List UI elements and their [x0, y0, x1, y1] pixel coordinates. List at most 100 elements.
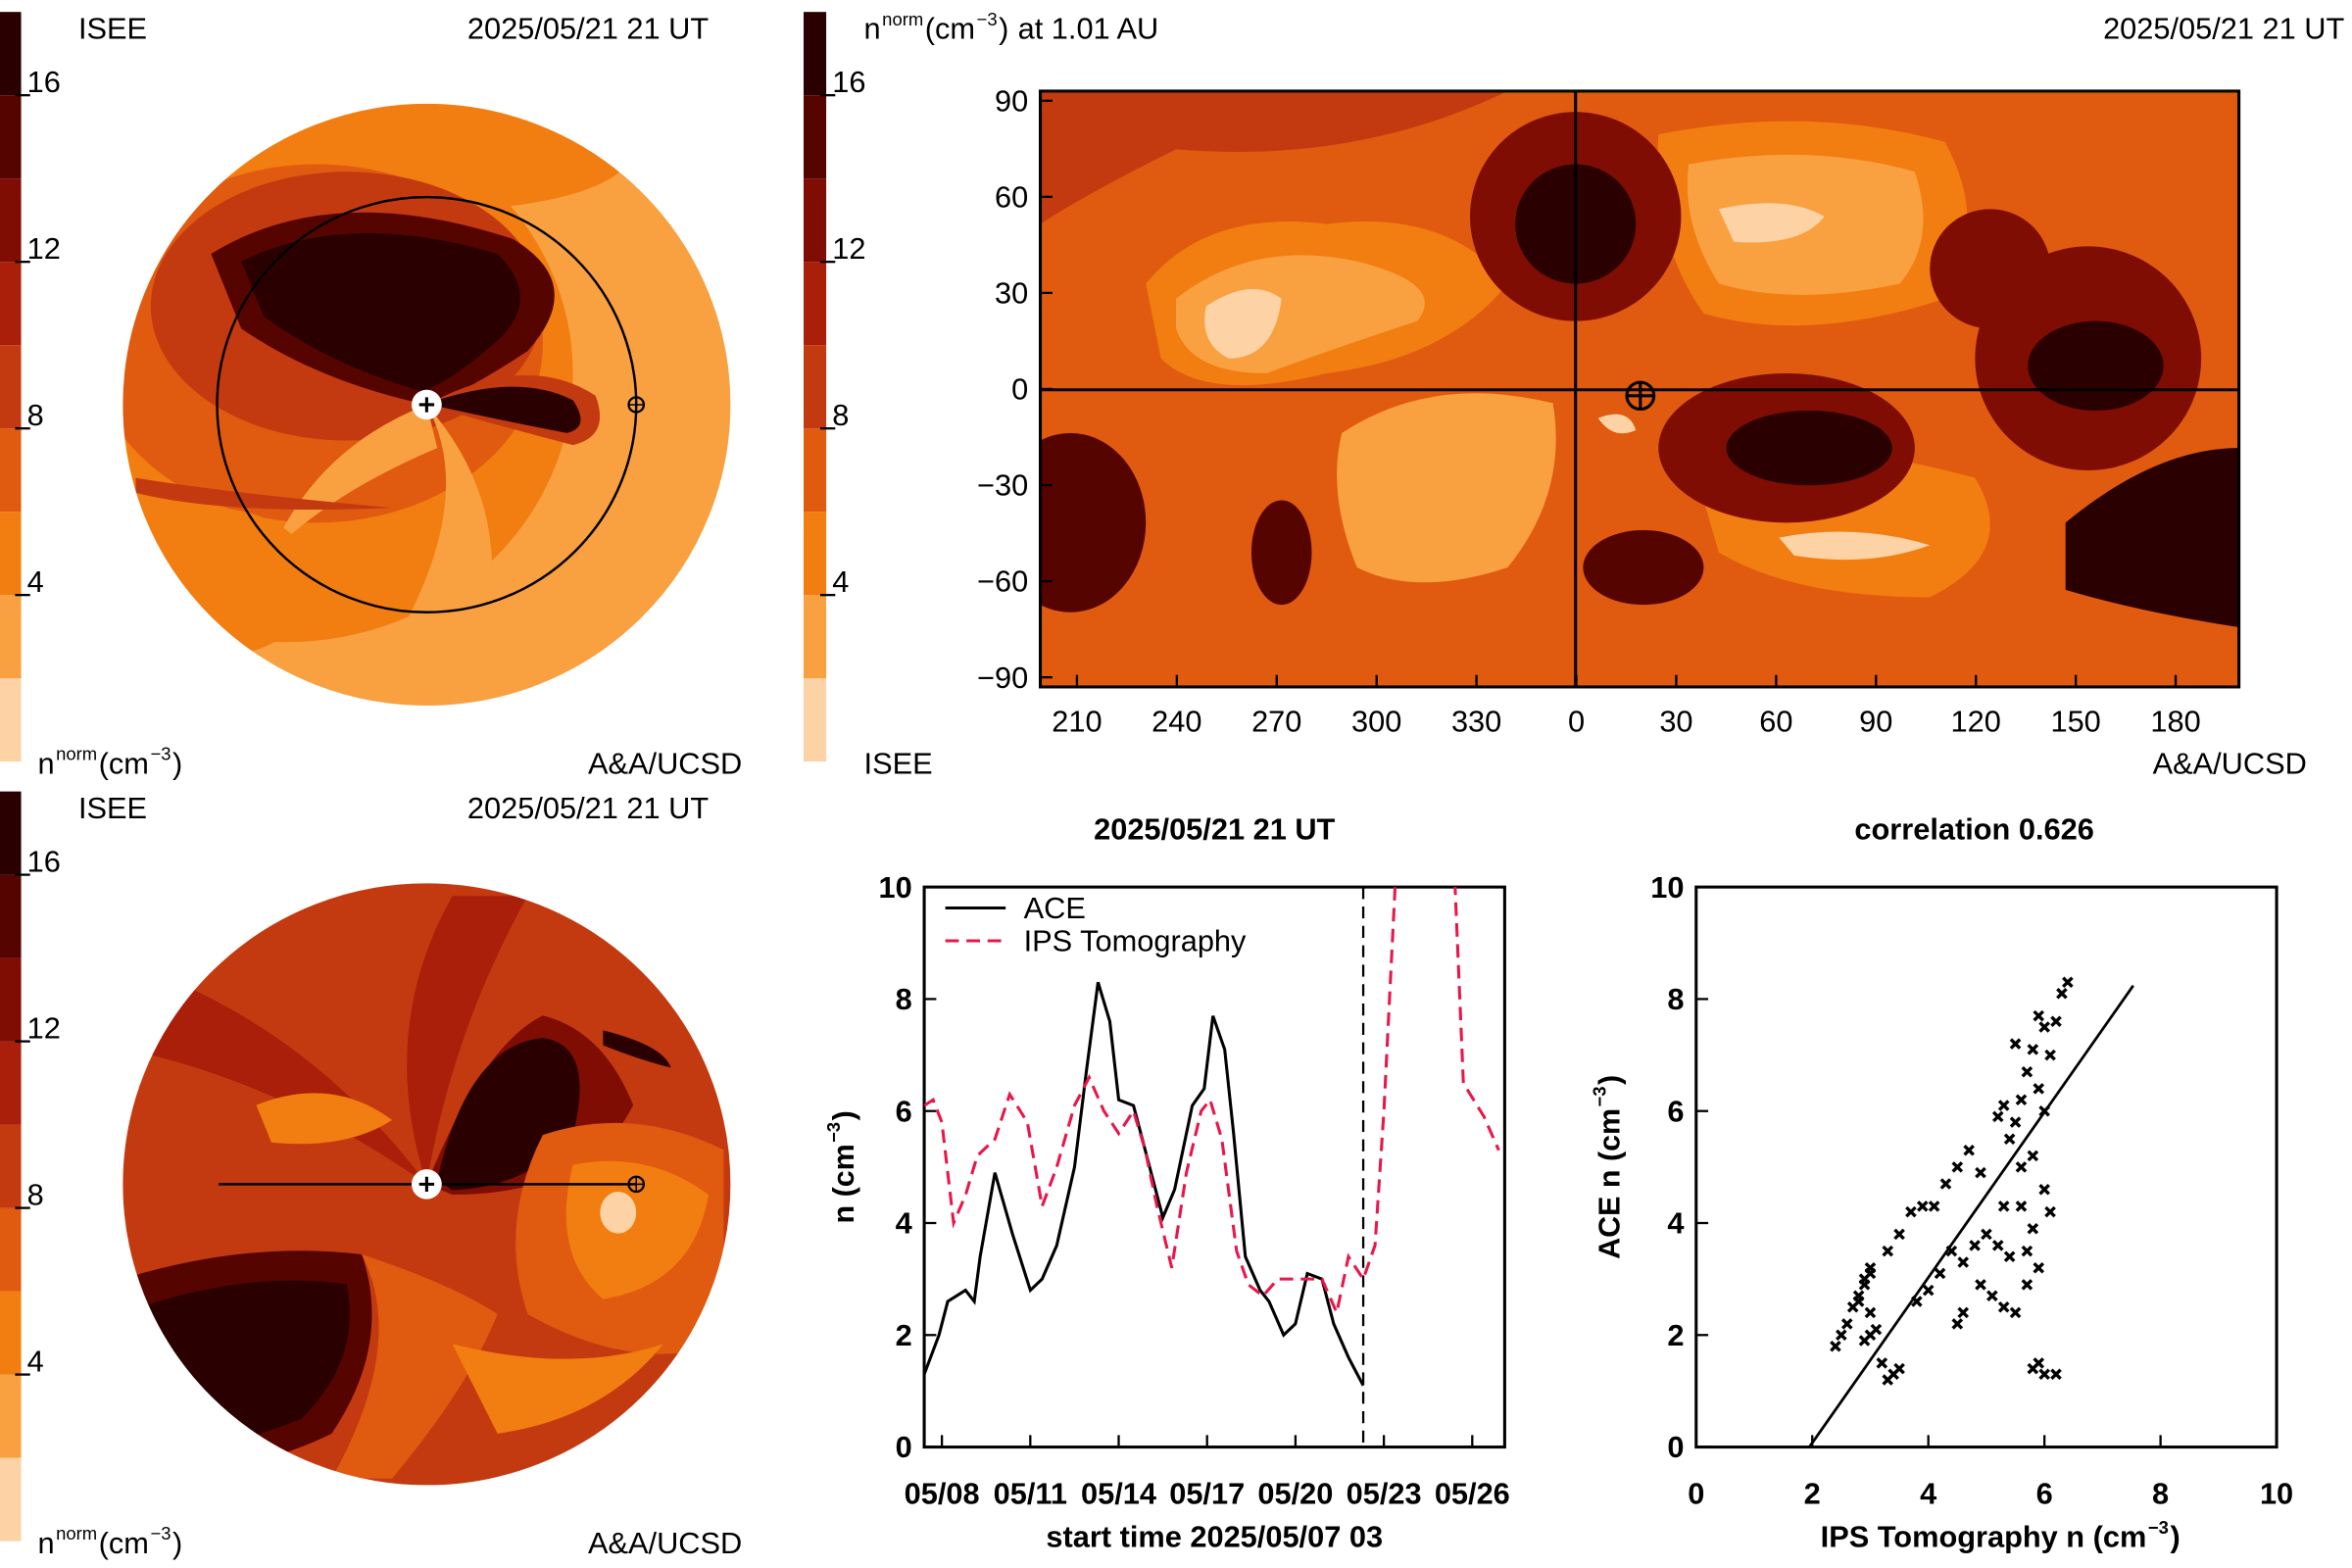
source-label: ISEE	[864, 747, 933, 780]
series-line	[924, 981, 1365, 1387]
y-tick-label: 4	[896, 1207, 912, 1241]
colorbar-label-part: )	[172, 1527, 182, 1560]
colorbar-band	[0, 428, 22, 513]
scatter-point	[1934, 1267, 1946, 1280]
scatter-point	[2038, 1368, 2050, 1381]
colorbar-band	[804, 95, 827, 179]
colorbar-label: n norm(cm −3)	[37, 1523, 182, 1560]
scatter-point	[2050, 1015, 2062, 1028]
scatter-point	[1981, 1228, 1992, 1241]
sun	[412, 389, 442, 420]
x-tick-label: 300	[1351, 706, 1401, 739]
y-tick-label: 2	[1667, 1319, 1684, 1352]
colorbar-tick-label: 16	[27, 66, 61, 99]
fit-line	[1808, 984, 2134, 1448]
colorbar-tick-label: 12	[27, 1012, 61, 1046]
x-axis-label: IPS Tomography n (cm −3)	[1821, 1517, 2180, 1554]
y-tick-label: 6	[1667, 1096, 1684, 1129]
scatter-point	[2003, 1250, 2016, 1263]
scatter-point	[1916, 1200, 1929, 1212]
scatter-point	[1951, 1161, 1964, 1173]
colorbar-band	[804, 428, 827, 513]
legend-label: IPS Tomography	[1024, 925, 1248, 958]
map-title: n norm(cm −3) at 1.01 AU	[864, 9, 1159, 46]
scatter-point	[2027, 1222, 2039, 1235]
source-label: ISEE	[78, 13, 147, 46]
y-tick-label: 10	[1650, 871, 1684, 905]
y-tick-label: 60	[995, 181, 1028, 215]
scatter-point	[1858, 1335, 1871, 1347]
x-tick-label: 270	[1251, 706, 1301, 739]
disk-contours	[122, 103, 732, 707]
scatter-point	[1852, 1296, 1865, 1307]
scatter-point	[1830, 1340, 1841, 1352]
credit-label: A&A/UCSD	[2153, 747, 2307, 780]
sun	[412, 1169, 442, 1200]
colorbar-label-sup: −3	[150, 744, 171, 764]
x-tick-label: 0	[1688, 1478, 1704, 1511]
scatter-point	[1887, 1368, 1899, 1381]
scatter-point	[2003, 1133, 2016, 1146]
colorbar-tick-label: 8	[27, 399, 44, 432]
date-label: 2025/05/21 21 UT	[467, 792, 709, 825]
x-tick-label: 10	[2260, 1478, 2293, 1511]
scatter-point	[1882, 1245, 1894, 1257]
colorbar-band	[0, 678, 22, 762]
y-axis-label-part: )	[1592, 1075, 1626, 1085]
x-tick-label: 2	[1804, 1478, 1821, 1511]
scatter-point	[1997, 1100, 2010, 1111]
x-tick-label: 05/17	[1169, 1478, 1245, 1511]
colorbar-band	[0, 791, 22, 875]
y-axis-label-part: )	[827, 1110, 860, 1120]
x-tick-label: 05/14	[1081, 1478, 1156, 1511]
colorbar-band	[0, 345, 22, 429]
scatter-point	[2021, 1279, 2034, 1291]
scatter-point	[2033, 1261, 2045, 1274]
credit-label: A&A/UCSD	[588, 1527, 742, 1560]
earth	[1625, 380, 1656, 412]
series-line	[924, 887, 1500, 1318]
scatter-point	[1864, 1261, 1877, 1274]
y-tick-label: 30	[995, 277, 1028, 311]
chart-title: correlation 0.626	[1854, 813, 2093, 847]
colorbar-band	[804, 595, 827, 679]
x-tick-label: 05/26	[1435, 1478, 1510, 1511]
scatter-frame	[1694, 885, 2278, 1449]
date-label: 2025/05/21 21 UT	[2103, 13, 2344, 46]
colorbar-label-part: (cm	[99, 1527, 149, 1560]
series-group	[924, 887, 1500, 1387]
y-tick-label: 0	[1667, 1431, 1684, 1464]
scatter-point	[2015, 1094, 2028, 1106]
x-tick-label: 05/23	[1347, 1478, 1422, 1511]
line-frame	[922, 885, 1506, 1449]
scatter-point	[1905, 1205, 1917, 1218]
scatter-point	[1975, 1279, 1986, 1291]
scatter-point	[1893, 1228, 1905, 1241]
colorbar-band	[804, 262, 827, 346]
scatter-point	[1991, 1110, 2004, 1123]
colorbar-band	[0, 262, 22, 346]
x-tick-label: 60	[1759, 706, 1792, 739]
map-title-sup: norm	[882, 9, 923, 29]
y-tick-label: −30	[977, 469, 1028, 503]
colorbar-band	[0, 1291, 22, 1375]
y-axis-label-sup: −3	[1589, 1086, 1609, 1106]
scatter-point	[2027, 1150, 2039, 1162]
x-tick-label: 30	[1659, 706, 1692, 739]
colorbar-band	[0, 1041, 22, 1125]
scatter-point	[1922, 1284, 1935, 1297]
colorbar-band	[0, 1207, 22, 1292]
colorbar-label-sup: norm	[56, 1523, 97, 1544]
disk-edge	[121, 881, 732, 1487]
y-tick-label: 0	[896, 1431, 912, 1464]
scatter-point	[2021, 1245, 2034, 1257]
scatter-point	[1840, 1318, 1853, 1330]
colorbar-tick-label: 16	[27, 846, 61, 879]
colorbar-band	[0, 595, 22, 679]
scatter-point	[2038, 1104, 2050, 1117]
scatter-point	[1991, 1240, 2004, 1251]
colorbar-label-part: (cm	[99, 747, 149, 780]
colorbar-band	[0, 1374, 22, 1458]
scatter-point	[2015, 1161, 2028, 1173]
